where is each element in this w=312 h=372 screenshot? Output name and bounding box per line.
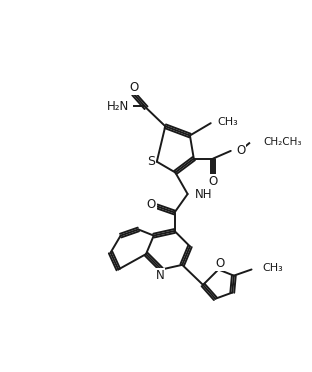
Text: O: O [129, 81, 138, 94]
Text: CH₃: CH₃ [217, 117, 238, 126]
Text: H₂N: H₂N [107, 100, 129, 113]
Text: O: O [215, 257, 225, 270]
Text: NH: NH [195, 187, 213, 201]
Text: O: O [147, 198, 156, 211]
Text: O: O [236, 144, 245, 157]
Text: CH₃: CH₃ [262, 263, 283, 273]
Text: N: N [155, 269, 164, 282]
Text: CH₂CH₃: CH₂CH₃ [263, 137, 302, 147]
Text: S: S [147, 155, 155, 168]
Text: O: O [208, 175, 218, 188]
